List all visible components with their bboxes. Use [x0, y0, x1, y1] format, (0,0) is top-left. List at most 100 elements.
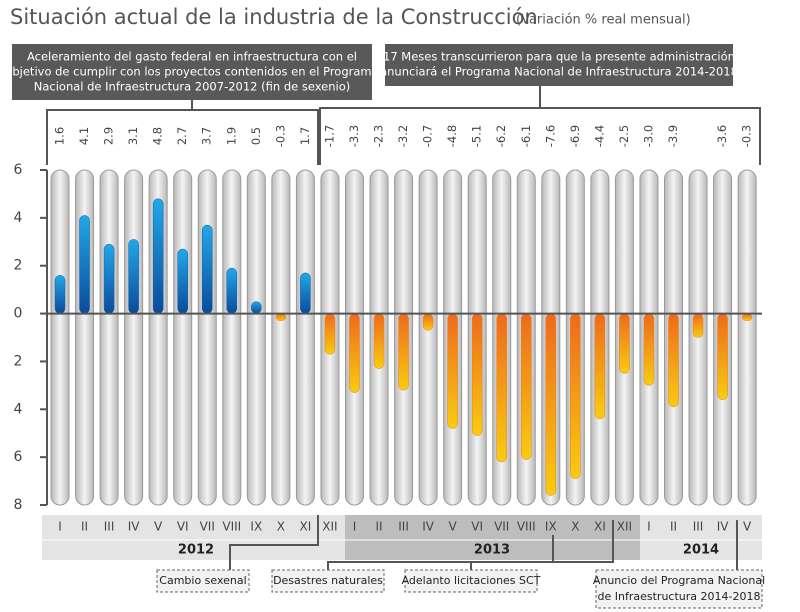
value-label: 2.9 [102, 127, 116, 145]
value-label: 1.7 [298, 127, 312, 145]
y-tick-label: 8 [14, 497, 23, 513]
bar [79, 215, 90, 314]
bar [398, 313, 409, 391]
chart-title: Situación actual de la industria de la C… [10, 5, 538, 29]
annotation-text: Adelanto licitaciones SCT [402, 574, 541, 587]
bar [373, 313, 385, 369]
value-label: 3.7 [200, 127, 214, 145]
annotation-text: Anuncio del Programa Nacional [593, 574, 765, 587]
y-tick-label: 4 [14, 401, 23, 417]
value-label: -0.3 [740, 125, 754, 147]
bar [152, 198, 164, 314]
connector [319, 107, 761, 165]
value-label: -0.3 [273, 125, 287, 147]
column-track [295, 169, 315, 506]
value-label: -5.1 [470, 125, 484, 147]
x-tick-label: V [743, 520, 752, 534]
bar [103, 243, 115, 314]
column-track [418, 169, 438, 506]
bar [201, 224, 213, 314]
value-label: 4.1 [77, 127, 91, 145]
y-tick-label: 0 [14, 306, 23, 322]
value-label: -3.6 [715, 125, 729, 147]
x-tick-label: III [104, 520, 115, 534]
bar [521, 313, 532, 460]
x-tick-label: X [571, 520, 579, 534]
bar [717, 313, 728, 400]
x-tick-label: IX [250, 520, 262, 534]
annotation-text: Desastres naturales [273, 574, 383, 587]
column-track [737, 169, 757, 506]
value-label: 0.5 [249, 127, 263, 145]
connector [46, 109, 319, 165]
connector [470, 520, 614, 570]
bar [668, 313, 679, 408]
bar [251, 301, 262, 314]
x-tick-label: IV [128, 520, 141, 534]
y-tick-label: 6 [14, 449, 23, 465]
x-tick-label: XI [594, 520, 606, 534]
x-tick-label: IV [717, 520, 730, 534]
annotation-box [12, 44, 372, 100]
value-label: -3.0 [641, 125, 655, 147]
bar [177, 248, 188, 314]
value-label: 4.8 [151, 127, 165, 145]
x-tick-label: IV [422, 520, 435, 534]
bar [741, 313, 753, 322]
column-track [222, 169, 242, 506]
value-label: -3.3 [347, 125, 361, 147]
annotation-text: de Infraestructura 2014-2018 [598, 590, 761, 603]
bar [619, 313, 630, 374]
connector [327, 535, 554, 570]
bar [692, 313, 704, 338]
x-tick-label: X [277, 520, 285, 534]
bar [275, 313, 287, 322]
annotation-text: 17 Meses transcurrieron para que la pres… [383, 50, 735, 64]
bar [349, 313, 360, 393]
annotation-text: Aceleramiento del gasto federal en infra… [27, 50, 357, 64]
y-tick-label: 4 [14, 210, 23, 226]
annotation-text: anunciará el Programa Nacional de Infrae… [380, 65, 738, 79]
value-label: -6.2 [494, 125, 508, 147]
year-label: 2014 [683, 543, 719, 558]
x-tick-label: V [449, 520, 458, 534]
value-label: -2.3 [372, 125, 386, 147]
x-tick-label: I [647, 520, 651, 534]
x-tick-label: VIII [222, 520, 241, 534]
column-track [99, 169, 119, 506]
y-tick-label: 2 [14, 353, 23, 369]
x-tick-label: II [375, 520, 382, 534]
value-label: 3.1 [126, 127, 140, 145]
annotation-text: objetivo de cumplir con los proyectos co… [5, 65, 378, 79]
value-label: -6.9 [568, 125, 582, 147]
y-tick-label: 2 [14, 258, 23, 274]
bar [54, 275, 66, 314]
bar [594, 313, 606, 420]
bar [545, 313, 557, 496]
x-tick-label: I [58, 520, 62, 534]
x-tick-label: VI [471, 520, 483, 534]
annotation-box [156, 569, 250, 593]
value-label: -3.9 [666, 125, 680, 147]
annotation-box [385, 44, 733, 86]
x-tick-label: III [693, 520, 704, 534]
bar [471, 313, 483, 436]
bar [570, 313, 581, 479]
year-label: 2013 [474, 543, 510, 558]
value-label: -0.7 [421, 125, 435, 147]
column-track [173, 169, 193, 506]
bar [422, 313, 434, 331]
x-tick-label: III [398, 520, 409, 534]
x-tick-label: IX [545, 520, 557, 534]
y-tick-label: 6 [14, 162, 23, 178]
value-label: -4.4 [592, 125, 606, 147]
x-tick-label: VI [177, 520, 189, 534]
value-label: -3.2 [396, 125, 410, 147]
column-track [271, 169, 291, 506]
x-tick-label: V [154, 520, 163, 534]
year-label: 2012 [178, 543, 214, 558]
column-track [197, 169, 217, 506]
x-tick-label: VII [200, 520, 215, 534]
column-track [124, 169, 144, 506]
value-label: 2.7 [175, 127, 189, 145]
